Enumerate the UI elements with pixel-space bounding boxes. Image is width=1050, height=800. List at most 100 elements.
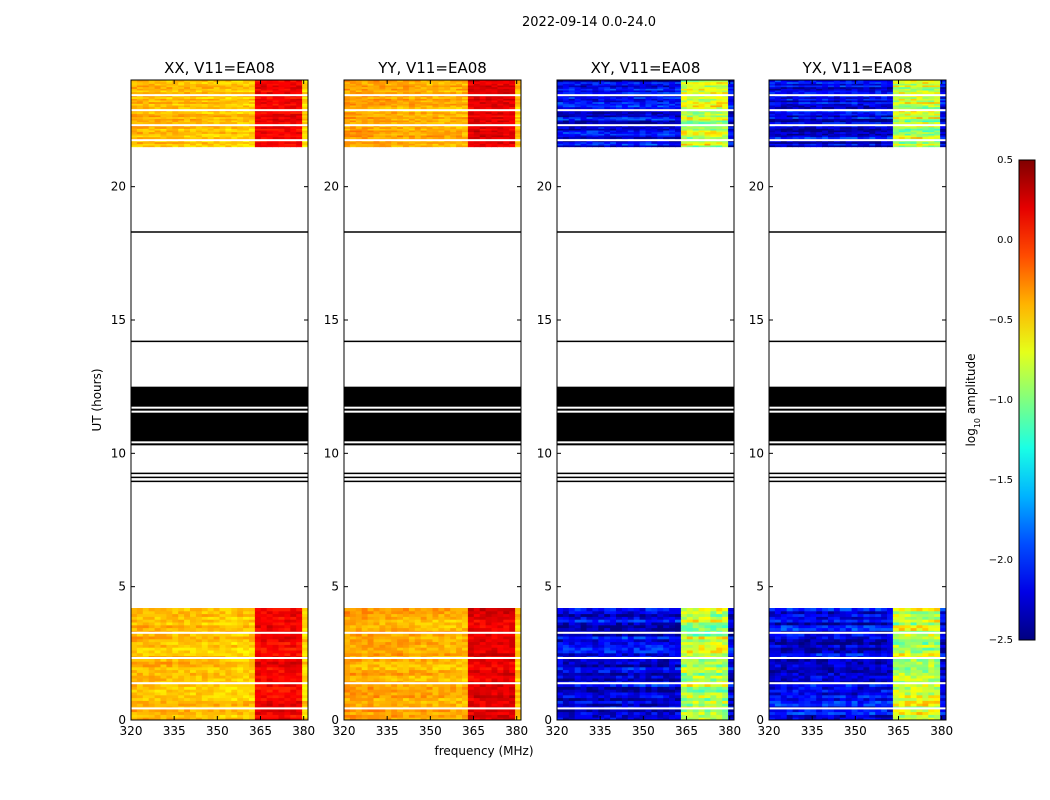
heatmap-cell	[379, 111, 386, 114]
heatmap-cell	[432, 80, 439, 83]
heatmap-cell	[403, 697, 410, 701]
heatmap-cell	[154, 650, 161, 654]
heatmap-cell	[462, 81, 469, 84]
heatmap-cell	[491, 672, 498, 676]
heatmap-cell	[213, 100, 220, 103]
heatmap-cell	[254, 105, 262, 108]
heatmap-cell	[190, 633, 197, 637]
heatmap-cell	[444, 675, 451, 679]
heatmap-cell	[278, 118, 285, 121]
heatmap-cell	[515, 126, 521, 129]
heatmap-cell	[408, 141, 416, 144]
heatmap-cell	[373, 638, 380, 643]
heatmap-cell	[201, 80, 209, 83]
heatmap-cell	[491, 91, 498, 94]
heatmap-cell	[503, 622, 510, 626]
heatmap-cell	[432, 627, 439, 631]
heatmap-cell	[509, 103, 516, 106]
heatmap-cell	[184, 85, 191, 88]
heatmap-cell	[344, 133, 351, 136]
heatmap-cell	[462, 647, 469, 651]
heatmap-cell	[190, 641, 197, 645]
heatmap-cell	[201, 133, 209, 136]
heatmap-cell	[420, 131, 428, 134]
heatmap-cell	[344, 686, 351, 690]
heatmap-cell	[414, 714, 422, 718]
heatmap-cell	[403, 661, 410, 665]
heatmap-cell	[456, 627, 463, 631]
heatmap-cell	[201, 96, 209, 99]
heatmap-cell	[515, 641, 521, 645]
heatmap-cell	[444, 91, 451, 94]
heatmap-cell	[373, 90, 380, 93]
heatmap-cell	[201, 666, 209, 671]
heatmap-cell	[296, 126, 303, 129]
heatmap-cell	[284, 675, 291, 679]
heatmap-cell	[201, 98, 209, 101]
gap-line	[131, 631, 308, 634]
heatmap-cell	[213, 86, 220, 89]
heatmap-cell	[254, 113, 262, 116]
heatmap-cell	[414, 608, 422, 612]
heatmap-cell	[225, 708, 232, 713]
heatmap-cell	[136, 98, 144, 101]
heatmap-cell	[195, 678, 203, 682]
heatmap-cell	[195, 141, 203, 144]
heatmap-cell	[367, 697, 374, 701]
heatmap-cell	[225, 105, 232, 108]
heatmap-cell	[243, 658, 250, 662]
heatmap-cell	[231, 675, 238, 679]
heatmap-cell	[272, 103, 279, 106]
heatmap-cell	[438, 116, 445, 119]
heatmap-cell	[403, 689, 410, 693]
heatmap-cell	[503, 711, 510, 715]
heatmap-cell	[136, 700, 144, 704]
heatmap-cell	[213, 664, 220, 668]
heatmap-cell	[467, 661, 475, 665]
heatmap-cell	[420, 652, 428, 657]
heatmap-cell	[302, 692, 308, 696]
heatmap-cell	[296, 96, 303, 99]
heatmap-cell	[184, 91, 191, 94]
heatmap-cell	[201, 686, 209, 690]
heatmap-cell	[391, 616, 398, 620]
heatmap-cell	[432, 700, 439, 704]
heatmap-cell	[231, 121, 238, 124]
heatmap-cell	[254, 83, 262, 86]
heatmap-cell	[266, 80, 274, 83]
heatmap-cell	[266, 128, 274, 131]
heatmap-cell	[148, 136, 156, 139]
heatmap-cell	[491, 717, 498, 720]
heatmap-cell	[515, 133, 521, 136]
heatmap-cell	[379, 145, 386, 148]
heatmap-cell	[272, 115, 279, 118]
heatmap-cell	[373, 717, 380, 720]
heatmap-cell	[207, 133, 215, 136]
heatmap-cell	[385, 133, 392, 136]
heatmap-cell	[172, 714, 179, 718]
heatmap-cell	[254, 143, 262, 146]
heatmap-cell	[420, 633, 428, 637]
heatmap-cell	[491, 111, 498, 114]
heatmap-cell	[213, 661, 220, 665]
heatmap-cell	[361, 80, 369, 83]
heatmap-cell	[154, 610, 161, 615]
heatmap-cell	[509, 136, 516, 139]
heatmap-cell	[467, 624, 475, 629]
heatmap-cell	[266, 85, 274, 88]
heatmap-cell	[166, 619, 173, 623]
heatmap-cell	[184, 647, 191, 651]
heatmap-cell	[497, 686, 504, 690]
heatmap-cell	[420, 86, 428, 89]
heatmap-cell	[450, 145, 457, 148]
heatmap-cell	[172, 627, 179, 631]
heatmap-cell	[142, 128, 150, 131]
heatmap-cell	[249, 143, 256, 146]
heatmap-cell	[207, 627, 215, 631]
heatmap-cell	[231, 711, 238, 715]
heatmap-cell	[237, 115, 244, 118]
heatmap-cell	[154, 90, 161, 93]
heatmap-cell	[408, 700, 416, 704]
heatmap-cell	[450, 627, 457, 631]
heatmap-cell	[225, 116, 232, 119]
